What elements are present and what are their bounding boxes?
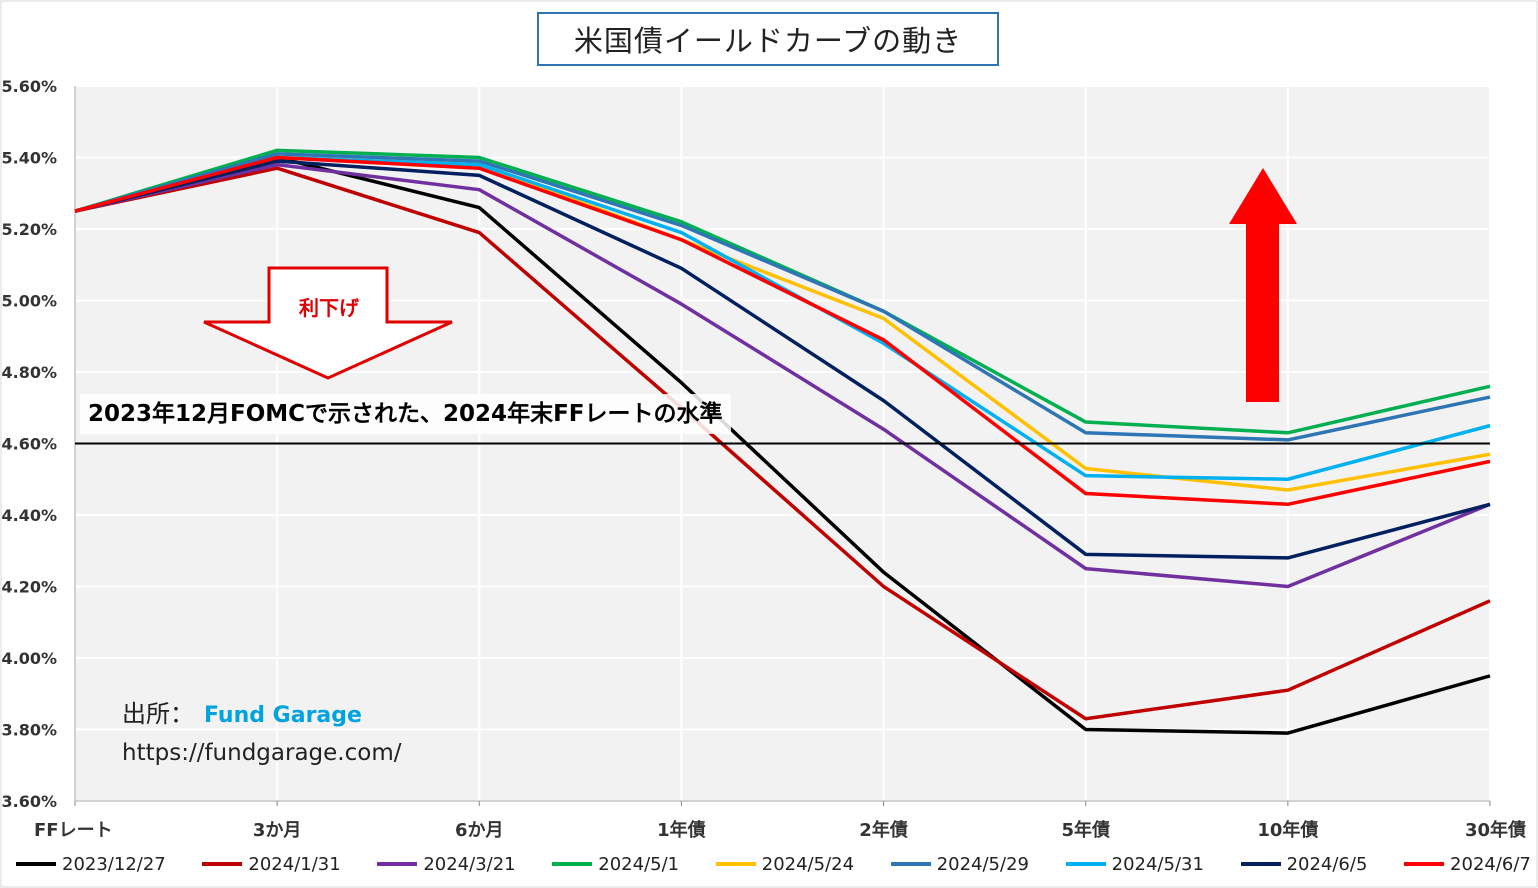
- legend-item: 2024/3/21: [377, 853, 516, 875]
- y-tick-label: 4.80%: [1, 363, 57, 382]
- x-tick-label: 30年債: [1465, 819, 1526, 841]
- y-tick-label: 4.40%: [1, 506, 57, 525]
- series-line-2024/6/5: [74, 159, 1491, 560]
- series-line-2024/3/21: [74, 162, 1491, 589]
- legend-swatch: [202, 862, 243, 866]
- y-tick-label: 5.40%: [1, 149, 57, 168]
- reference-line-label: 2023年12月FOMCで示された、2024年末FFレートの水準: [80, 394, 731, 434]
- legend-item: 2024/6/5: [1240, 853, 1368, 875]
- legend-label: 2024/5/24: [761, 853, 855, 875]
- legend-label: 2024/5/1: [598, 853, 680, 875]
- down-arrow-icon: [203, 266, 453, 380]
- y-tick-label: 4.60%: [1, 435, 57, 454]
- series-line-2023/12/27: [74, 155, 1491, 735]
- legend-swatch: [552, 862, 593, 866]
- legend-swatch: [890, 862, 931, 866]
- up-arrow-icon: [1229, 168, 1297, 402]
- legend-item: 2024/5/1: [552, 854, 679, 875]
- legend-item: 2024/5/29: [890, 853, 1029, 875]
- legend-swatch: [715, 862, 756, 866]
- legend-label: 2024/6/7: [1450, 853, 1531, 875]
- legend-label: 2024/3/21: [423, 853, 516, 875]
- x-tick-label: 1年債: [657, 819, 706, 841]
- legend-label: 2024/6/5: [1286, 853, 1368, 875]
- series-line-2024/5/29: [74, 152, 1491, 442]
- source-name: Fund Garage: [204, 703, 362, 728]
- legend-swatch: [1065, 862, 1106, 866]
- legend-item: 2024/1/31: [202, 853, 341, 875]
- rate-cut-label: 利下げ: [299, 296, 359, 320]
- x-tick-label: 3か月: [253, 820, 302, 841]
- x-tick-label: 6か月: [455, 820, 504, 841]
- series-line-2024/6/7: [74, 155, 1491, 507]
- legend-swatch: [16, 862, 56, 866]
- chart-legend: 2023/12/27 2024/1/31 2024/3/21 2024/5/1 2024…: [16, 850, 1531, 878]
- source-url: https://fundgarage.com/: [122, 740, 402, 766]
- y-tick-label: 4.00%: [1, 649, 57, 668]
- legend-item: 2024/5/31: [1065, 853, 1204, 875]
- y-tick-label: 4.20%: [1, 578, 57, 597]
- legend-label: 2024/5/29: [936, 853, 1029, 875]
- legend-swatch: [377, 862, 418, 866]
- y-tick-label: 3.80%: [1, 721, 57, 740]
- legend-swatch: [1404, 862, 1445, 866]
- y-tick-label: 5.00%: [1, 292, 57, 311]
- x-tick-label: FFレート: [34, 820, 113, 841]
- y-tick-label: 3.60%: [1, 792, 57, 811]
- series-line-2024/1/31: [74, 166, 1491, 721]
- y-tick-label: 5.20%: [1, 220, 57, 239]
- legend-item: 2024/6/7: [1404, 854, 1531, 875]
- chart-title: 米国債イールドカーブの動き: [537, 12, 999, 66]
- source-label: 出所：: [122, 700, 194, 728]
- legend-item: 2024/5/24: [715, 853, 855, 875]
- legend-item: 2023/12/27: [16, 854, 166, 875]
- legend-label: 2024/5/31: [1111, 853, 1204, 875]
- legend-label: 2023/12/27: [62, 853, 166, 875]
- legend-label: 2024/1/31: [248, 853, 341, 875]
- legend-swatch: [1240, 862, 1281, 866]
- x-tick-label: 5年債: [1061, 819, 1110, 841]
- y-tick-label: 5.60%: [1, 77, 57, 96]
- source-line: 出所： Fund Garage: [122, 694, 362, 729]
- x-tick-label: 10年債: [1257, 819, 1318, 841]
- x-tick-label: 2年債: [859, 819, 908, 841]
